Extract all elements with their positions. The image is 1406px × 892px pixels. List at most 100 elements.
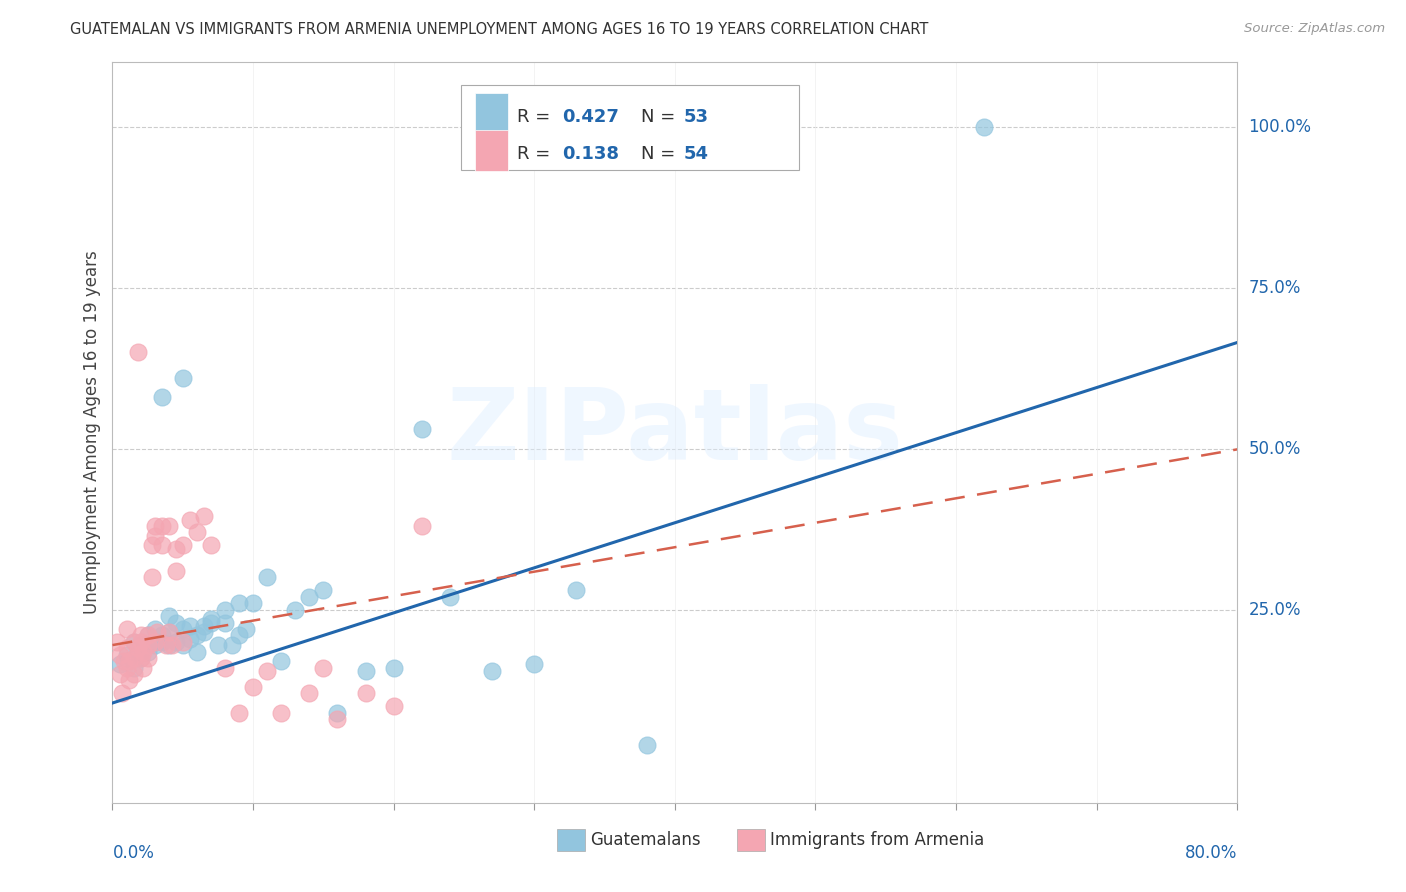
Point [228,596,250,610]
Point [122,635,145,649]
Point [160,638,183,652]
Point [186,628,208,642]
FancyBboxPatch shape [461,85,799,169]
Point [165,635,187,649]
Point [143,635,166,649]
Point [411,519,433,533]
Point [242,680,264,694]
Point [150,635,173,649]
Text: N =: N = [641,145,681,163]
Text: ZIPatlas: ZIPatlas [447,384,903,481]
Text: 80.0%: 80.0% [1185,845,1237,863]
Point [228,706,250,720]
Point [179,632,201,646]
Point [326,706,349,720]
Point [439,590,461,604]
Point [214,602,236,616]
Point [115,641,138,656]
Point [141,538,163,552]
Text: R =: R = [517,145,557,163]
Point [143,528,166,542]
Point [200,538,222,552]
Bar [475,130,509,170]
Point [221,638,243,652]
Point [136,651,159,665]
Point [193,619,215,633]
Point [179,619,201,633]
Point [326,712,349,726]
Point [298,686,321,700]
Point [636,738,658,752]
Point [141,570,163,584]
Point [122,667,145,681]
Text: R =: R = [517,108,557,126]
Point [165,615,187,630]
Point [242,596,264,610]
Point [200,615,222,630]
Point [129,628,152,642]
Point [523,657,546,672]
Point [105,635,128,649]
Point [118,654,141,668]
Point [193,509,215,524]
Point [111,686,134,700]
Point [155,638,177,652]
Point [157,609,180,624]
Point [143,638,166,652]
Text: 0.427: 0.427 [562,108,619,126]
Point [298,590,321,604]
Point [112,654,135,668]
Text: GUATEMALAN VS IMMIGRANTS FROM ARMENIA UNEMPLOYMENT AMONG AGES 16 TO 19 YEARS COR: GUATEMALAN VS IMMIGRANTS FROM ARMENIA UN… [70,22,929,37]
Point [193,625,215,640]
Point [150,390,173,404]
Text: 75.0%: 75.0% [1249,279,1301,297]
Bar [475,93,509,133]
Point [270,654,292,668]
Point [165,541,187,556]
Point [143,519,166,533]
Point [127,345,149,359]
Point [129,638,152,652]
Point [165,564,187,578]
Point [172,622,194,636]
Point [172,538,194,552]
Point [108,667,131,681]
Text: Source: ZipAtlas.com: Source: ZipAtlas.com [1244,22,1385,36]
Point [118,673,141,688]
Point [354,686,377,700]
Point [150,519,173,533]
Point [186,525,208,540]
Point [200,612,222,626]
Text: Guatemalans: Guatemalans [591,830,702,849]
Point [481,664,503,678]
Point [228,628,250,642]
Point [235,622,257,636]
Point [157,625,180,640]
Point [115,622,138,636]
Point [150,628,173,642]
Point [256,664,278,678]
Text: N =: N = [641,108,681,126]
Point [129,651,152,665]
Text: 25.0%: 25.0% [1249,600,1301,619]
Text: 53: 53 [683,108,709,126]
Text: 54: 54 [683,145,709,163]
Text: Immigrants from Armenia: Immigrants from Armenia [770,830,984,849]
Point [115,648,138,662]
Point [382,699,405,714]
Point [115,660,138,674]
Point [146,625,169,640]
Point [172,371,194,385]
Text: 50.0%: 50.0% [1249,440,1301,458]
Point [132,660,155,674]
Point [108,648,131,662]
Point [108,657,131,672]
Point [129,651,152,665]
Point [143,635,166,649]
Point [136,644,159,658]
Point [312,583,335,598]
Point [129,635,152,649]
Y-axis label: Unemployment Among Ages 16 to 19 years: Unemployment Among Ages 16 to 19 years [83,251,101,615]
Point [270,706,292,720]
Point [150,538,173,552]
